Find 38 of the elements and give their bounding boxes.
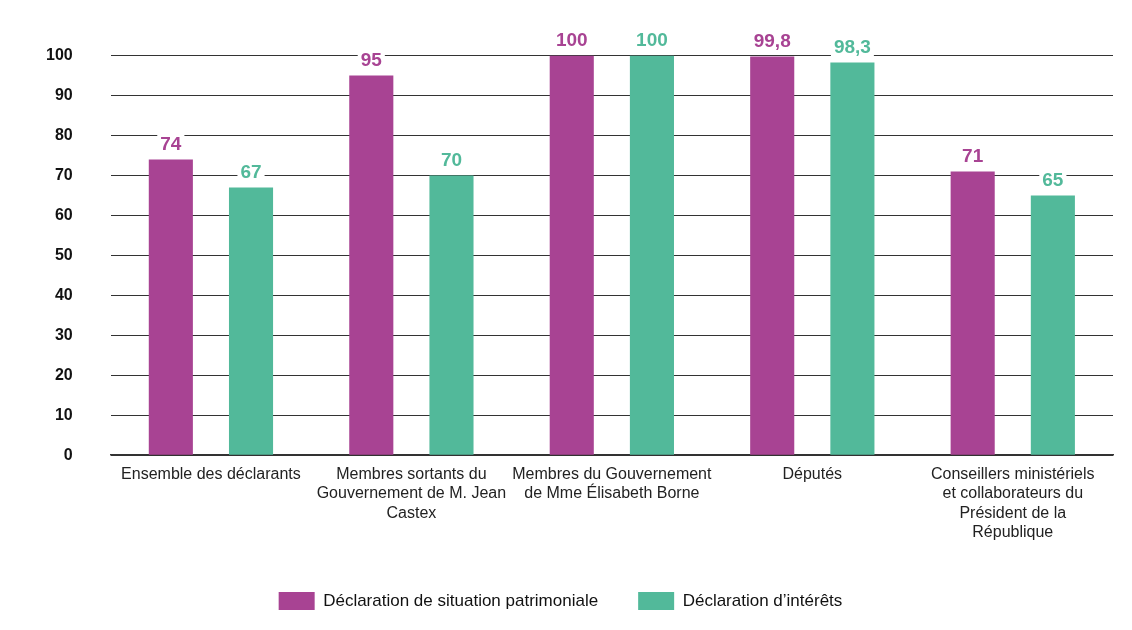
bar [349,75,394,455]
y-tick-label: 20 [54,365,73,383]
data-label: 100 [636,29,668,51]
bar [629,55,674,455]
data-label: 71 [962,145,984,167]
y-tick-label: 90 [54,85,73,103]
x-tick-label: Membres du Gouvernement de Mme Élisabeth Borne [512,465,712,502]
bar [429,175,474,455]
y-tick-label: 80 [54,125,73,143]
x-tick-label: Conseillers ministériels et collaborateurs du Président de la République [930,465,1095,540]
legend-label: Déclaration d’intérêts [682,590,843,610]
x-tick-label: Députés [782,465,843,483]
bar [148,159,193,455]
y-tick-label: 50 [54,245,73,263]
y-tick-label: 40 [54,285,73,303]
data-label: 65 [1042,169,1064,191]
data-label: 98,3 [833,36,871,58]
y-tick-label: 70 [54,165,73,183]
bar [950,171,995,455]
y-tick-label: 0 [63,445,73,463]
y-tick-label: 30 [54,325,73,343]
bar [549,55,594,455]
bar [1030,195,1075,455]
y-tick-label: 10 [54,405,73,423]
data-label: 99,8 [753,30,791,52]
x-tick-label: Membres sortants du Gouvernement de M. Jean Castex [316,465,507,521]
y-tick-label: 100 [45,46,73,64]
y-tick-label: 60 [54,205,73,223]
data-label: 70 [440,149,463,171]
data-label: 95 [360,49,383,71]
data-label: 100 [555,29,588,51]
bar [228,187,274,455]
legend-label: Déclaration de situation patrimoniale [323,590,599,610]
data-label: 67 [240,161,262,183]
bar [750,56,795,455]
data-label: 74 [160,133,182,155]
bar [830,62,875,455]
x-tick-label: Ensemble des déclarants [121,465,301,483]
